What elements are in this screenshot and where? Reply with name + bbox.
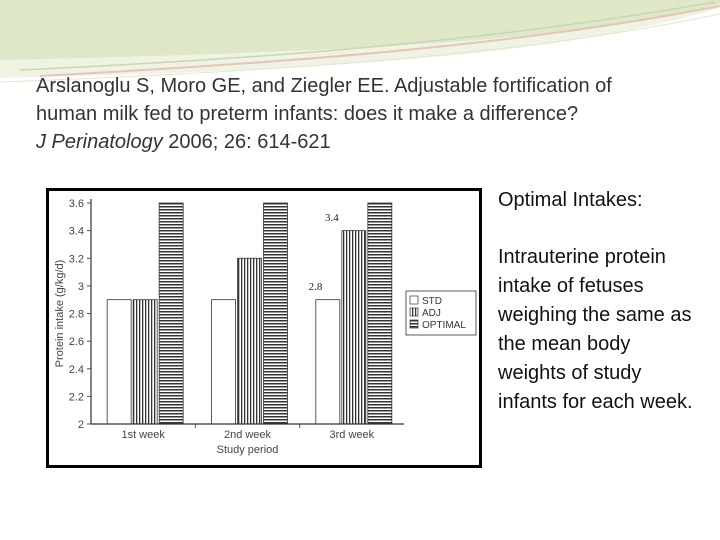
side-panel: Optimal Intakes: Intrauterine protein in… — [498, 186, 698, 417]
y-tick-label: 3 — [78, 281, 84, 293]
bar-optimal-3 — [367, 202, 393, 425]
x-category-label: 2nd week — [224, 429, 272, 441]
bar-std-1 — [106, 299, 132, 425]
side-heading: Optimal Intakes: — [498, 189, 643, 211]
bar-std-3 — [315, 299, 341, 425]
y-tick-label: 3.6 — [69, 198, 84, 210]
citation-journal: J Perinatology — [36, 131, 163, 153]
y-tick-label: 2.8 — [69, 309, 84, 321]
y-tick-label: 3.2 — [69, 253, 84, 265]
y-tick-label: 2.4 — [69, 364, 84, 376]
legend-label-adj: ADJ — [422, 308, 441, 319]
figure-frame: 2 2.2 2.4 2.6 2.8 3 3.2 3.4 3.6 1st week 2nd week 3… — [46, 188, 482, 468]
legend-swatch-optimal — [409, 319, 419, 329]
legend-label-optimal: OPTIMAL — [422, 320, 466, 331]
citation-block: Arslanoglu S, Moro GE, and Ziegler EE. A… — [36, 72, 696, 156]
annotation-label: 2.8 — [309, 281, 323, 293]
bar-optimal-2 — [263, 202, 288, 425]
y-tick-label: 2.2 — [69, 391, 84, 403]
header-swoosh-decoration — [0, 0, 720, 83]
bar-adj-2 — [237, 257, 262, 425]
citation-line-3: J Perinatology 2006; 26: 614-621 — [36, 128, 696, 156]
bar-adj-1 — [132, 299, 158, 425]
y-tick-label: 2.6 — [69, 336, 84, 348]
legend-label-std: STD — [422, 296, 442, 307]
annotation-label: 3.4 — [325, 212, 339, 224]
legend-swatch-adj — [409, 307, 419, 317]
bar-std-2 — [211, 299, 236, 425]
y-tick-label: 3.4 — [69, 226, 84, 238]
bar-adj-3 — [341, 230, 367, 425]
bar-optimal-1 — [158, 202, 184, 425]
y-tick-label: 2 — [78, 419, 84, 431]
x-category-label: 1st week — [121, 429, 165, 441]
citation-line-1: Arslanoglu S, Moro GE, and Ziegler EE. A… — [36, 75, 612, 97]
side-body: Intrauterine protein intake of fetuses w… — [498, 246, 693, 413]
bar-chart: 2 2.2 2.4 2.6 2.8 3 3.2 3.4 3.6 1st week 2nd week 3… — [54, 198, 477, 456]
x-category-label: 3rd week — [330, 429, 375, 441]
citation-details: 2006; 26: 614-621 — [162, 131, 331, 153]
y-axis-title: Protein intake (g/kg/d) — [54, 260, 66, 368]
citation-line-2: human milk fed to preterm infants: does … — [36, 103, 579, 125]
x-axis-title: Study period — [217, 444, 279, 456]
legend-swatch-std — [409, 295, 419, 305]
